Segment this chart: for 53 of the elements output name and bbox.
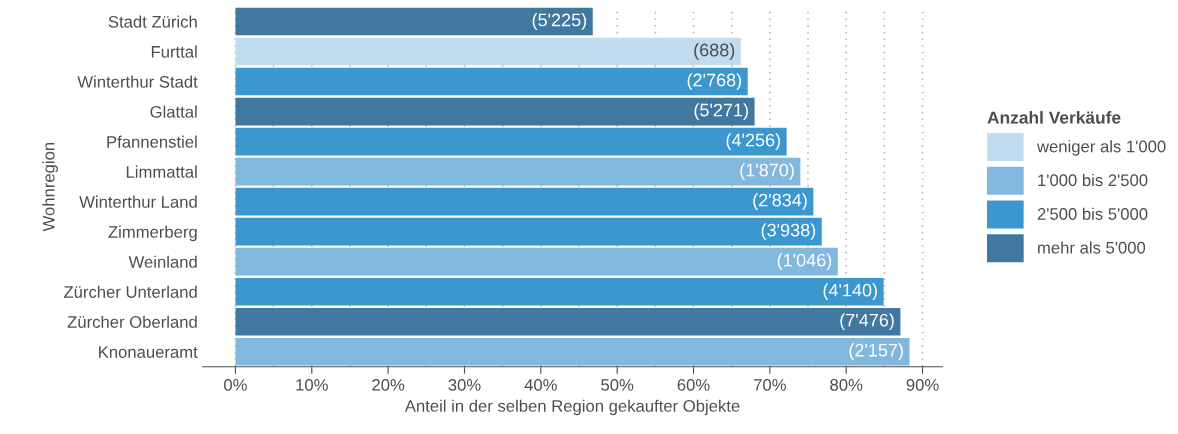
legend-title: Anzahl Verkäufe xyxy=(987,111,1121,124)
y-tick-label: Winterthur Land xyxy=(79,195,197,208)
y-tick-label: Stadt Zürich xyxy=(108,15,197,28)
bar xyxy=(235,307,901,336)
y-tick-label: Zimmerberg xyxy=(108,225,197,242)
annotation: (2'834) xyxy=(753,193,807,211)
annotation: (2'768) xyxy=(687,73,742,90)
annotation: (688) xyxy=(694,43,735,60)
y-tick-label: Winterthur Stadt xyxy=(77,75,198,88)
annotation: (2'157) xyxy=(849,343,903,361)
annotation: (1'046) xyxy=(777,253,832,271)
legend-label: mehr als 5'000 xyxy=(1038,241,1146,254)
bar xyxy=(235,37,741,66)
bar xyxy=(235,157,801,186)
annotation: (1'870) xyxy=(740,163,794,181)
annotation: (3'938) xyxy=(761,223,816,241)
y-tick-label: Glattal xyxy=(150,105,197,118)
y-tick-label: Weinland xyxy=(128,255,197,268)
bar xyxy=(235,217,822,246)
bar xyxy=(235,337,910,366)
x-tick-label: 70% xyxy=(754,378,786,391)
annotation: (5'225) xyxy=(532,13,587,30)
x-tick-label: 0% xyxy=(224,378,247,391)
annotation: (5'271) xyxy=(694,103,748,120)
x-tick-label: 40% xyxy=(524,378,557,391)
legend-label: 1'000 bis 2'500 xyxy=(1038,173,1148,187)
annotation: (4'140) xyxy=(823,283,877,301)
y-tick-label: Zürcher Unterland xyxy=(63,285,197,298)
y-tick-label: Pfannenstiel xyxy=(107,135,197,148)
bar xyxy=(235,127,787,156)
bar xyxy=(235,7,593,36)
bar xyxy=(235,187,814,216)
y-tick-label: Limmattal xyxy=(126,165,197,178)
y-tick-label: Knonaueramt xyxy=(99,346,198,358)
x-tick-label: 90% xyxy=(906,378,939,391)
x-axis-title: Anteil in der selben Region gekaufter Objekte xyxy=(404,399,740,416)
annotation: (7'476) xyxy=(840,313,894,331)
x-tick-label: 20% xyxy=(372,378,405,391)
x-tick-label: 80% xyxy=(830,378,863,391)
bar xyxy=(235,97,755,126)
y-axis-title: Wohnregion xyxy=(42,142,58,232)
legend-label: 2'500 bis 5'000 xyxy=(1037,207,1148,220)
y-tick-label: Zürcher Oberland xyxy=(67,315,197,328)
x-tick-label: 50% xyxy=(601,378,634,391)
x-tick-label: 10% xyxy=(296,378,328,391)
x-tick-label: 60% xyxy=(677,378,710,391)
bar xyxy=(235,67,748,96)
bar xyxy=(235,247,838,276)
annotation: (4'256) xyxy=(726,133,780,150)
legend-label: weniger als 1'000 xyxy=(1036,140,1166,156)
bar xyxy=(235,277,884,306)
x-tick-label: 30% xyxy=(448,378,481,391)
y-tick-label: Furttal xyxy=(151,45,197,58)
